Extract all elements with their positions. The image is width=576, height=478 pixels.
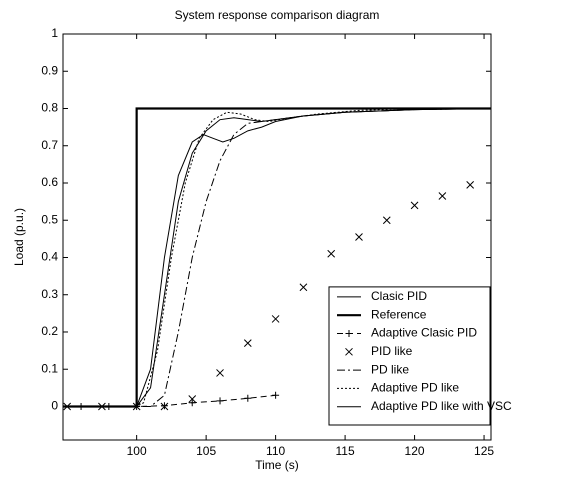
marker xyxy=(216,397,224,405)
marker xyxy=(272,391,280,399)
marker xyxy=(243,339,252,348)
marker xyxy=(410,201,419,210)
x-tick-label: 110 xyxy=(266,444,285,458)
marker xyxy=(271,315,280,323)
x-tick-label: 115 xyxy=(336,444,355,458)
legend-marker xyxy=(345,347,353,356)
legend-label: Adaptive Clasic PID xyxy=(371,326,477,340)
y-tick-label: 0.3 xyxy=(41,287,58,301)
legend-box xyxy=(328,286,491,426)
x-tick-label: 125 xyxy=(474,444,494,458)
marker xyxy=(299,283,308,292)
x-tick-label: 120 xyxy=(405,444,425,458)
legend-label: Adaptive PD like xyxy=(371,381,459,395)
marker xyxy=(216,369,224,377)
marker xyxy=(160,402,169,411)
marker xyxy=(188,399,196,407)
chart-title: System response comparison diagram xyxy=(175,8,380,22)
x-tick-label: 100 xyxy=(127,444,147,458)
legend-label: Adaptive PD like with VSC xyxy=(371,399,512,413)
legend-label: PID like xyxy=(371,344,413,358)
legend-label: Reference xyxy=(371,307,427,321)
y-tick-label: 0.8 xyxy=(41,101,58,115)
y-axis-label: Load (p.u.) xyxy=(12,208,26,266)
legend-marker xyxy=(345,330,353,337)
y-tick-label: 0.9 xyxy=(41,63,58,77)
y-tick-label: 1 xyxy=(51,26,58,40)
marker xyxy=(160,402,168,410)
series-line xyxy=(63,107,491,407)
x-tick-label: 105 xyxy=(196,444,216,458)
y-tick-label: 0.6 xyxy=(41,175,58,189)
y-tick-label: 0.4 xyxy=(41,250,58,264)
legend-label: PD like xyxy=(371,362,409,376)
marker xyxy=(438,192,447,200)
marker xyxy=(327,249,336,258)
marker xyxy=(188,395,197,403)
marker xyxy=(382,216,391,225)
x-axis-label: Time (s) xyxy=(255,458,299,472)
y-tick-label: 0.7 xyxy=(41,138,58,152)
y-tick-label: 0.1 xyxy=(41,361,58,375)
y-tick-label: 0.2 xyxy=(41,324,58,338)
y-tick-label: 0 xyxy=(51,399,58,413)
marker xyxy=(466,180,475,189)
legend-label: Clasic PID xyxy=(371,289,427,303)
series-line xyxy=(63,107,492,407)
y-tick-label: 0.5 xyxy=(41,212,58,226)
marker xyxy=(244,394,252,402)
marker xyxy=(355,233,363,241)
